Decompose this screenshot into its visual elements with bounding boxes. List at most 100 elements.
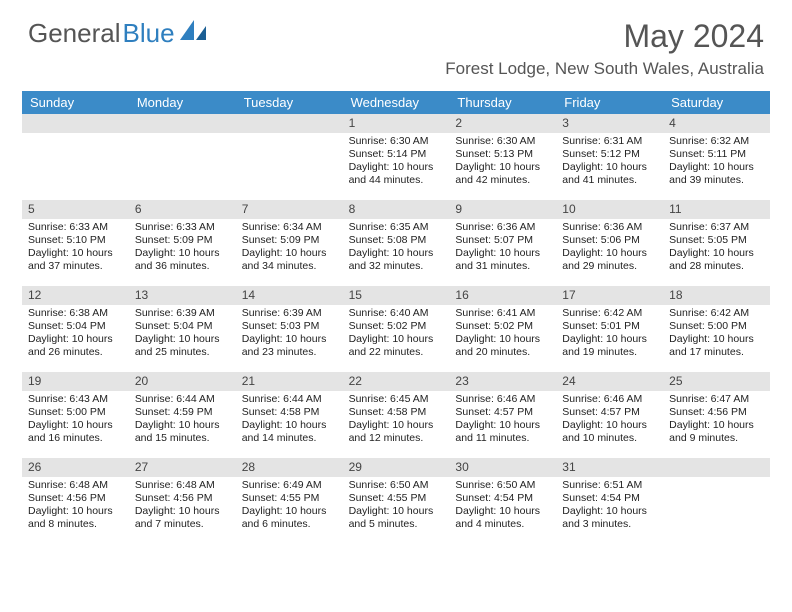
sunset-label: Sunset: 5:09 PM [135, 234, 230, 247]
dow-cell: Saturday [663, 91, 770, 114]
day-number: 6 [129, 200, 236, 219]
sunset-label: Sunset: 5:14 PM [349, 148, 444, 161]
day-cell: 19Sunrise: 6:43 AMSunset: 5:00 PMDayligh… [22, 372, 129, 458]
day-number: 18 [663, 286, 770, 305]
day-cell: 16Sunrise: 6:41 AMSunset: 5:02 PMDayligh… [449, 286, 556, 372]
day-cell: 12Sunrise: 6:38 AMSunset: 5:04 PMDayligh… [22, 286, 129, 372]
day-cell: 18Sunrise: 6:42 AMSunset: 5:00 PMDayligh… [663, 286, 770, 372]
daylight-label: Daylight: 10 hours and 26 minutes. [28, 333, 123, 359]
daylight-label: Daylight: 10 hours and 39 minutes. [669, 161, 764, 187]
day-number: 25 [663, 372, 770, 391]
day-number: 1 [343, 114, 450, 133]
sunrise-label: Sunrise: 6:36 AM [455, 221, 550, 234]
sunset-label: Sunset: 5:01 PM [562, 320, 657, 333]
daylight-label: Daylight: 10 hours and 17 minutes. [669, 333, 764, 359]
brand-logo: GeneralBlue [28, 18, 206, 49]
sunset-label: Sunset: 4:59 PM [135, 406, 230, 419]
daylight-label: Daylight: 10 hours and 8 minutes. [28, 505, 123, 531]
sunset-label: Sunset: 5:12 PM [562, 148, 657, 161]
sunset-label: Sunset: 4:58 PM [349, 406, 444, 419]
day-number: 10 [556, 200, 663, 219]
sunset-label: Sunset: 5:02 PM [455, 320, 550, 333]
day-number [22, 114, 129, 133]
daylight-label: Daylight: 10 hours and 12 minutes. [349, 419, 444, 445]
day-cell: 21Sunrise: 6:44 AMSunset: 4:58 PMDayligh… [236, 372, 343, 458]
day-cell: 22Sunrise: 6:45 AMSunset: 4:58 PMDayligh… [343, 372, 450, 458]
dow-cell: Friday [556, 91, 663, 114]
sunset-label: Sunset: 5:00 PM [28, 406, 123, 419]
day-number [129, 114, 236, 133]
day-cell: 27Sunrise: 6:48 AMSunset: 4:56 PMDayligh… [129, 458, 236, 544]
sunrise-label: Sunrise: 6:37 AM [669, 221, 764, 234]
day-number: 31 [556, 458, 663, 477]
day-number: 19 [22, 372, 129, 391]
week-row: 1 Sunrise: 6:30 AM Sunset: 5:14 PM Daylight… [22, 114, 770, 200]
day-number: 17 [556, 286, 663, 305]
daylight-label: Daylight: 10 hours and 14 minutes. [242, 419, 337, 445]
daylight-label: Daylight: 10 hours and 37 minutes. [28, 247, 123, 273]
day-number: 7 [236, 200, 343, 219]
day-number [236, 114, 343, 133]
daylight-label: Daylight: 10 hours and 23 minutes. [242, 333, 337, 359]
sunrise-label: Sunrise: 6:48 AM [28, 479, 123, 492]
day-cell: 29Sunrise: 6:50 AMSunset: 4:55 PMDayligh… [343, 458, 450, 544]
sunset-label: Sunset: 4:57 PM [562, 406, 657, 419]
daylight-label: Daylight: 10 hours and 29 minutes. [562, 247, 657, 273]
sunrise-label: Sunrise: 6:46 AM [562, 393, 657, 406]
day-cell: 6Sunrise: 6:33 AMSunset: 5:09 PMDaylight… [129, 200, 236, 286]
location-label: Forest Lodge, New South Wales, Australia [445, 59, 764, 79]
sunset-label: Sunset: 4:55 PM [242, 492, 337, 505]
daylight-label: Daylight: 10 hours and 6 minutes. [242, 505, 337, 531]
sunrise-label: Sunrise: 6:33 AM [28, 221, 123, 234]
day-number: 16 [449, 286, 556, 305]
sunset-label: Sunset: 4:58 PM [242, 406, 337, 419]
sunrise-label: Sunrise: 6:42 AM [562, 307, 657, 320]
dow-cell: Sunday [22, 91, 129, 114]
sunset-label: Sunset: 5:02 PM [349, 320, 444, 333]
day-number: 24 [556, 372, 663, 391]
week-row: 12Sunrise: 6:38 AMSunset: 5:04 PMDayligh… [22, 286, 770, 372]
daylight-label: Daylight: 10 hours and 3 minutes. [562, 505, 657, 531]
day-number: 12 [22, 286, 129, 305]
sunset-label: Sunset: 4:56 PM [28, 492, 123, 505]
daylight-label: Daylight: 10 hours and 10 minutes. [562, 419, 657, 445]
daylight-label: Daylight: 10 hours and 16 minutes. [28, 419, 123, 445]
header: GeneralBlue May 2024 Forest Lodge, New S… [0, 0, 792, 83]
day-cell: 25Sunrise: 6:47 AMSunset: 4:56 PMDayligh… [663, 372, 770, 458]
sunrise-label: Sunrise: 6:35 AM [349, 221, 444, 234]
daylight-label: Daylight: 10 hours and 32 minutes. [349, 247, 444, 273]
sunset-label: Sunset: 5:06 PM [562, 234, 657, 247]
sunset-label: Sunset: 5:00 PM [669, 320, 764, 333]
sunset-label: Sunset: 5:09 PM [242, 234, 337, 247]
daylight-label: Daylight: 10 hours and 11 minutes. [455, 419, 550, 445]
day-cell: 28Sunrise: 6:49 AMSunset: 4:55 PMDayligh… [236, 458, 343, 544]
daylight-label: Daylight: 10 hours and 7 minutes. [135, 505, 230, 531]
day-number: 2 [449, 114, 556, 133]
dow-cell: Wednesday [343, 91, 450, 114]
day-cell [236, 114, 343, 200]
sunset-label: Sunset: 4:54 PM [562, 492, 657, 505]
week-row: 26Sunrise: 6:48 AMSunset: 4:56 PMDayligh… [22, 458, 770, 544]
day-number: 26 [22, 458, 129, 477]
day-number: 28 [236, 458, 343, 477]
sunrise-label: Sunrise: 6:30 AM [455, 135, 550, 148]
day-number: 20 [129, 372, 236, 391]
title-block: May 2024 Forest Lodge, New South Wales, … [445, 18, 764, 79]
day-number: 22 [343, 372, 450, 391]
sunset-label: Sunset: 4:54 PM [455, 492, 550, 505]
daylight-label: Daylight: 10 hours and 22 minutes. [349, 333, 444, 359]
daylight-label: Daylight: 10 hours and 42 minutes. [455, 161, 550, 187]
daylight-label: Daylight: 10 hours and 20 minutes. [455, 333, 550, 359]
day-number: 23 [449, 372, 556, 391]
daylight-label: Daylight: 10 hours and 19 minutes. [562, 333, 657, 359]
sunrise-label: Sunrise: 6:32 AM [669, 135, 764, 148]
dow-cell: Tuesday [236, 91, 343, 114]
sunset-label: Sunset: 5:05 PM [669, 234, 764, 247]
sunset-label: Sunset: 5:10 PM [28, 234, 123, 247]
daylight-label: Daylight: 10 hours and 25 minutes. [135, 333, 230, 359]
sunrise-label: Sunrise: 6:50 AM [455, 479, 550, 492]
sunrise-label: Sunrise: 6:44 AM [135, 393, 230, 406]
sunrise-label: Sunrise: 6:51 AM [562, 479, 657, 492]
day-cell: 23Sunrise: 6:46 AMSunset: 4:57 PMDayligh… [449, 372, 556, 458]
day-number: 14 [236, 286, 343, 305]
